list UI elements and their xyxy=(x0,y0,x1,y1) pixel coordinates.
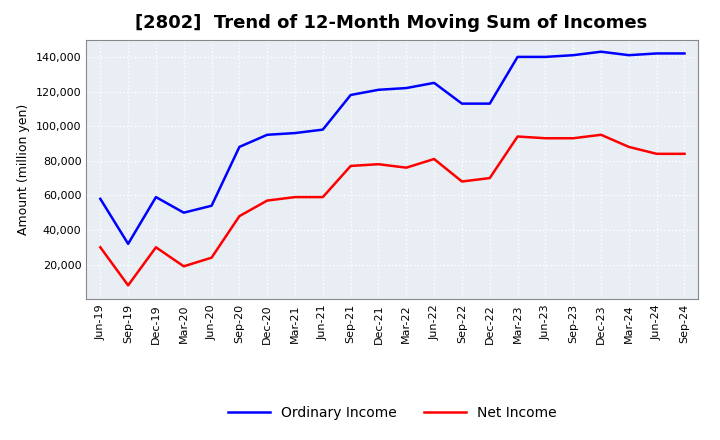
Ordinary Income xyxy=(458,101,467,106)
Net Income xyxy=(152,245,161,250)
Ordinary Income xyxy=(597,49,606,55)
Net Income xyxy=(207,255,216,260)
Ordinary Income xyxy=(652,51,661,56)
Ordinary Income xyxy=(402,85,410,91)
Line: Ordinary Income: Ordinary Income xyxy=(100,52,685,244)
Ordinary Income xyxy=(235,144,243,150)
Y-axis label: Amount (million yen): Amount (million yen) xyxy=(17,104,30,235)
Ordinary Income xyxy=(291,130,300,136)
Legend: Ordinary Income, Net Income: Ordinary Income, Net Income xyxy=(221,400,564,427)
Ordinary Income xyxy=(152,194,161,200)
Ordinary Income xyxy=(346,92,355,98)
Ordinary Income xyxy=(485,101,494,106)
Ordinary Income xyxy=(569,52,577,58)
Ordinary Income xyxy=(430,80,438,85)
Ordinary Income xyxy=(263,132,271,137)
Line: Net Income: Net Income xyxy=(100,135,685,286)
Net Income xyxy=(291,194,300,200)
Net Income xyxy=(263,198,271,203)
Ordinary Income xyxy=(318,127,327,132)
Net Income xyxy=(374,161,383,167)
Net Income xyxy=(402,165,410,170)
Ordinary Income xyxy=(96,196,104,202)
Net Income xyxy=(318,194,327,200)
Net Income xyxy=(680,151,689,157)
Ordinary Income xyxy=(624,52,633,58)
Ordinary Income xyxy=(207,203,216,209)
Net Income xyxy=(124,283,132,288)
Ordinary Income xyxy=(541,54,550,59)
Net Income xyxy=(96,245,104,250)
Net Income xyxy=(235,213,243,219)
Net Income xyxy=(485,176,494,181)
Ordinary Income xyxy=(124,241,132,246)
Net Income xyxy=(652,151,661,157)
Ordinary Income xyxy=(680,51,689,56)
Ordinary Income xyxy=(513,54,522,59)
Net Income xyxy=(624,144,633,150)
Net Income xyxy=(458,179,467,184)
Net Income xyxy=(430,156,438,161)
Net Income xyxy=(541,136,550,141)
Net Income xyxy=(179,264,188,269)
Text: [2802]  Trend of 12-Month Moving Sum of Incomes: [2802] Trend of 12-Month Moving Sum of I… xyxy=(135,15,647,33)
Net Income xyxy=(346,163,355,169)
Net Income xyxy=(597,132,606,137)
Ordinary Income xyxy=(179,210,188,215)
Net Income xyxy=(513,134,522,139)
Ordinary Income xyxy=(374,87,383,92)
Net Income xyxy=(569,136,577,141)
